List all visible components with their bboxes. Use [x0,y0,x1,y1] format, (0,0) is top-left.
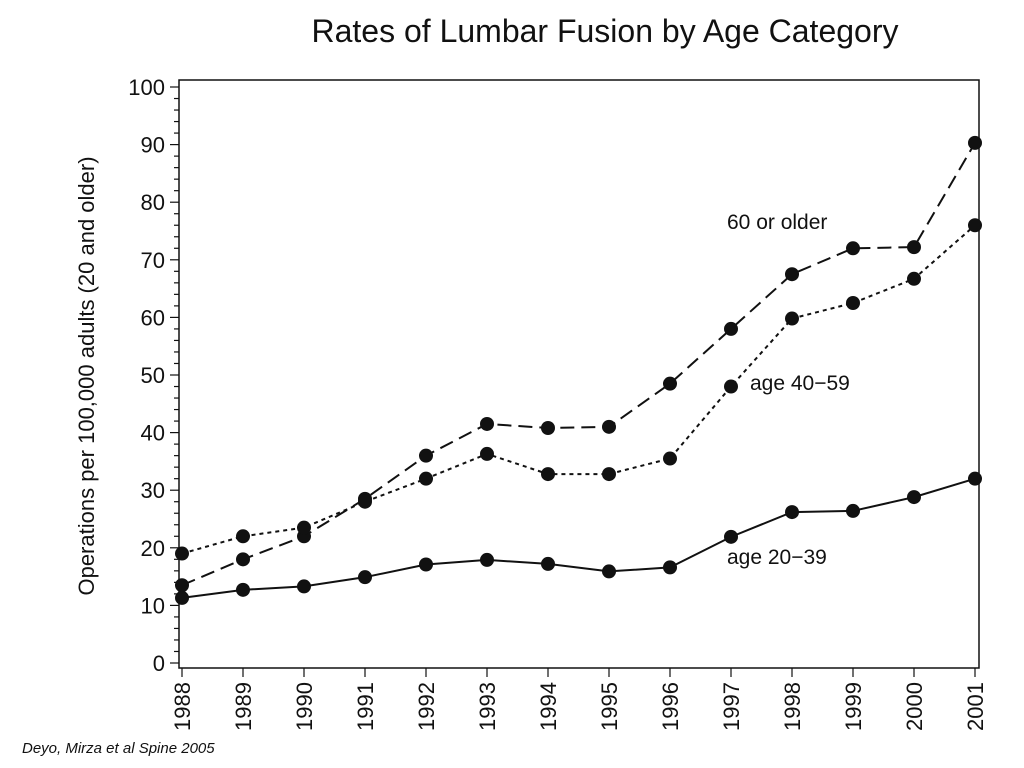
data-point [236,582,250,597]
series-line [181,142,976,587]
data-point [602,467,616,482]
data-point [724,379,738,394]
y-tick-label: 70 [141,248,165,273]
series-label: age 20−39 [727,546,827,569]
plot-frame [178,79,980,669]
y-tick-label: 20 [141,536,165,561]
series-label: age 40−59 [750,372,850,395]
data-point [602,564,616,579]
data-point [480,416,494,431]
data-point [724,529,738,544]
data-point [419,557,433,572]
data-point [846,296,860,310]
series-line [181,224,976,555]
data-point [907,490,921,505]
data-point [663,451,677,466]
data-point [175,546,189,561]
data-point [236,529,250,544]
data-point [846,241,860,256]
series-label: 60 or older [727,211,827,234]
data-point [358,570,372,585]
y-axis-title: Operations per 100,000 adults (20 and ol… [74,156,99,595]
y-tick-label: 100 [128,75,165,100]
data-point [480,552,494,567]
y-tick-label: 10 [141,593,165,618]
data-point [846,503,860,518]
x-tick-label: 1990 [292,682,317,731]
citation: Deyo, Mirza et al Spine 2005 [22,740,215,757]
data-point [663,376,677,391]
data-point [724,321,738,336]
data-point [602,419,616,434]
x-tick-label: 1998 [780,682,805,731]
data-point [419,471,433,486]
data-point [968,218,982,233]
x-tick-label: 1988 [170,682,195,731]
x-tick-label: 1996 [658,682,683,731]
x-tick-label: 1999 [841,682,866,731]
data-point [541,467,555,482]
data-point [358,494,372,509]
y-tick-label: 0 [153,651,165,676]
x-tick-label: 1989 [231,682,256,731]
y-tick-label: 80 [141,190,165,215]
data-point [785,311,799,326]
data-point [297,579,311,594]
data-point [541,556,555,571]
data-point [175,578,189,593]
x-tick-label: 1995 [597,682,622,731]
x-tick-label: 1991 [353,682,378,731]
x-tick-label: 1992 [414,682,439,731]
y-tick-label: 40 [141,421,165,446]
data-point [236,552,250,567]
y-axis: 0 10 20 30 40 50 60 70 80 90 100 [128,75,179,676]
series-layer: 60 or older age 40−59 age 20−39 [175,135,982,605]
x-tick-label: 1997 [719,682,744,731]
x-tick-label: 2000 [902,682,927,731]
y-tick-label: 90 [141,133,165,158]
chart-title: Rates of Lumbar Fusion by Age Category [312,13,899,49]
x-axis: 1988 1989 1990 1991 1992 1993 1994 1995 1996 1997… [170,668,988,731]
data-point [785,505,799,520]
x-tick-label: 1993 [475,682,500,731]
x-tick-label: 1994 [536,682,561,731]
data-point [663,560,677,575]
y-tick-label: 30 [141,478,165,503]
data-point [785,267,799,282]
data-point [480,446,494,461]
data-point [297,520,311,535]
data-point [968,471,982,486]
data-point [419,448,433,463]
data-point [907,271,921,286]
x-tick-label: 2001 [963,682,988,731]
data-point [907,240,921,255]
data-point [968,135,982,150]
series-line [181,477,976,599]
data-point [541,420,555,435]
y-tick-label: 50 [141,363,165,388]
data-point [175,590,189,605]
y-tick-label: 60 [141,305,165,330]
